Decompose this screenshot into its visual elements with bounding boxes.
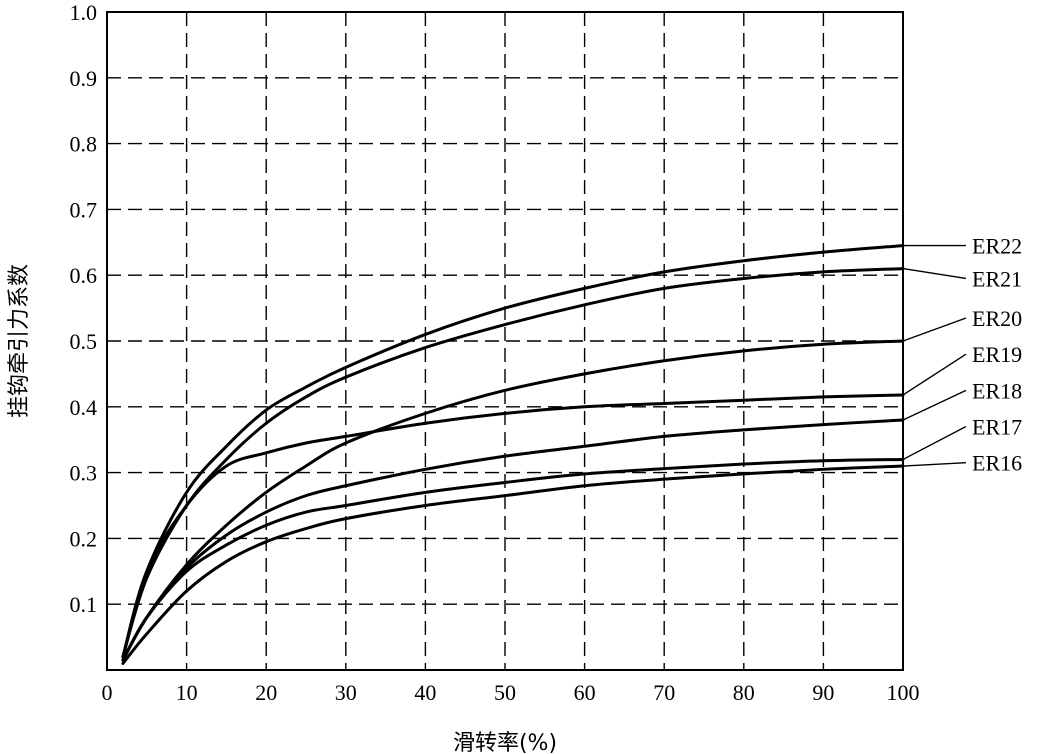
legend-label-er16: ER16 xyxy=(972,451,1022,476)
legend-label-er18: ER18 xyxy=(972,378,1022,403)
x-tick-label: 90 xyxy=(812,680,834,705)
legend-leader-er18 xyxy=(902,389,967,421)
series-line-er19 xyxy=(121,393,905,659)
legend: ER22 ER21 ER20 ER19 ER18 ER17 ER16 xyxy=(972,234,1022,476)
legend-leader-er16 xyxy=(902,462,967,467)
y-tick-label: 0.3 xyxy=(70,461,98,486)
y-tick-label: 1.0 xyxy=(70,0,98,25)
grid-lines xyxy=(107,12,903,670)
series-line-er20 xyxy=(121,339,905,662)
x-tick-label: 80 xyxy=(733,680,755,705)
y-tick-label: 0.7 xyxy=(70,197,98,222)
y-tick-label: 0.6 xyxy=(70,263,98,288)
y-axis-title: 挂钩牵引力系数 xyxy=(7,264,32,418)
legend-leader-er19 xyxy=(902,353,967,396)
y-tick-label: 0.5 xyxy=(70,329,98,354)
x-tick-label: 100 xyxy=(887,680,920,705)
x-tick-label: 70 xyxy=(653,680,675,705)
legend-label-er17: ER17 xyxy=(972,415,1022,440)
y-tick-label: 0.4 xyxy=(70,395,98,420)
legend-leader-er20 xyxy=(902,317,967,342)
y-axis-ticks: 0.1 0.2 0.3 0.4 0.5 0.6 0.7 0.8 0.9 1.0 xyxy=(70,0,98,617)
series-line-er16 xyxy=(121,464,905,665)
x-tick-label: 0 xyxy=(102,680,113,705)
y-tick-label: 0.1 xyxy=(70,592,98,617)
x-tick-label: 30 xyxy=(335,680,357,705)
y-tick-label: 0.8 xyxy=(70,132,98,157)
y-tick-label: 0.2 xyxy=(70,526,98,551)
legend-label-er20: ER20 xyxy=(972,306,1022,331)
series-line-er18 xyxy=(121,418,905,662)
x-axis-ticks: 0 10 20 30 40 50 60 70 80 90 100 xyxy=(102,680,920,705)
x-axis-title: 滑转率(%) xyxy=(453,731,557,754)
legend-leader-er21 xyxy=(902,267,967,280)
series-curves xyxy=(121,244,905,665)
series-line-er17 xyxy=(121,457,905,662)
legend-label-er21: ER21 xyxy=(972,266,1022,291)
x-tick-label: 40 xyxy=(414,680,436,705)
y-tick-label: 0.9 xyxy=(70,66,98,91)
x-tick-label: 60 xyxy=(574,680,596,705)
x-tick-label: 10 xyxy=(176,680,198,705)
series-line-er22 xyxy=(121,244,905,659)
x-tick-label: 50 xyxy=(494,680,516,705)
legend-leader-er17 xyxy=(902,425,967,461)
legend-label-er19: ER19 xyxy=(972,342,1022,367)
x-tick-label: 20 xyxy=(255,680,277,705)
legend-leaders xyxy=(902,244,967,467)
legend-label-er22: ER22 xyxy=(972,234,1022,259)
